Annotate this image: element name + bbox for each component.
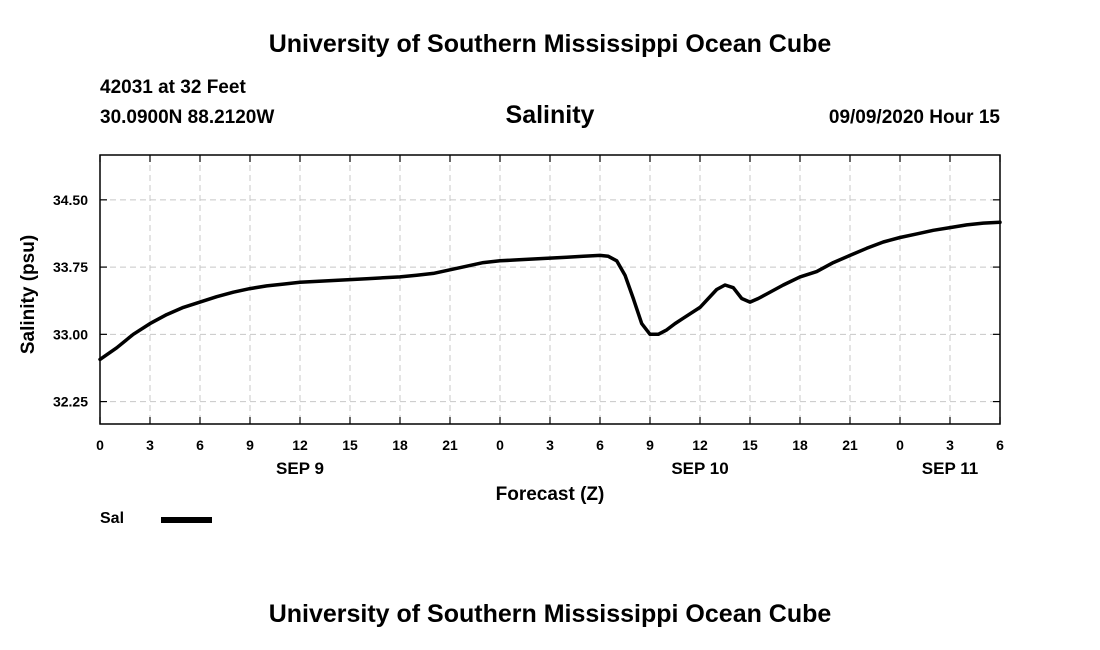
x-tick-label: 12 (692, 437, 708, 453)
day-labels: SEP 9 SEP 10 SEP 11 (276, 459, 978, 478)
x-tick-label: 0 (896, 437, 904, 453)
y-tick-labels: 32.25 33.00 33.75 34.50 (53, 192, 88, 410)
x-axis-label: Forecast (Z) (496, 484, 605, 505)
y-tick-label: 33.75 (53, 259, 88, 275)
x-tick-label: 9 (646, 437, 654, 453)
x-tick-label: 15 (742, 437, 758, 453)
legend-label: Sal (100, 510, 125, 527)
plot-frame (99, 154, 1001, 425)
salinity-series-line (98, 220, 1002, 362)
x-tick-label: 12 (292, 437, 308, 453)
day-label: SEP 11 (922, 459, 978, 478)
x-tick-label: 0 (96, 437, 104, 453)
chart-title-bottom: University of Southern Mississippi Ocean… (268, 600, 832, 628)
y-tick-label: 34.50 (53, 192, 88, 208)
x-tick-label: 3 (546, 437, 554, 453)
y-tick-label: 32.25 (53, 394, 88, 410)
axis-ticks (99, 155, 1001, 424)
variable-title: Salinity (505, 101, 595, 129)
x-tick-label: 3 (946, 437, 954, 453)
y-axis-label: Salinity (psu) (18, 235, 39, 354)
day-label: SEP 9 (276, 459, 324, 478)
grid-lines (100, 155, 1000, 424)
x-tick-label: 18 (792, 437, 808, 453)
y-tick-label: 33.00 (53, 326, 88, 342)
x-tick-label: 9 (246, 437, 254, 453)
x-tick-label: 21 (442, 437, 458, 453)
legend-swatch (161, 517, 212, 523)
x-tick-label: 6 (596, 437, 604, 453)
x-tick-labels: 0 3 6 9 12 15 18 21 0 3 6 9 12 15 18 21 0 3 6 (96, 437, 1004, 453)
day-label: SEP 10 (671, 459, 728, 478)
x-tick-label: 15 (342, 437, 358, 453)
x-tick-label: 0 (496, 437, 504, 453)
datetime-label: 09/09/2020 Hour 15 (828, 107, 1000, 128)
x-tick-label: 18 (392, 437, 408, 453)
x-tick-label: 3 (146, 437, 154, 453)
x-tick-label: 6 (196, 437, 204, 453)
chart-title-top: University of Southern Mississippi Ocean… (268, 30, 832, 58)
station-label: 42031 at 32 Feet (100, 77, 246, 98)
coordinates-label: 30.0900N 88.2120W (100, 107, 275, 128)
x-tick-label: 21 (842, 437, 858, 453)
x-tick-label: 6 (996, 437, 1004, 453)
